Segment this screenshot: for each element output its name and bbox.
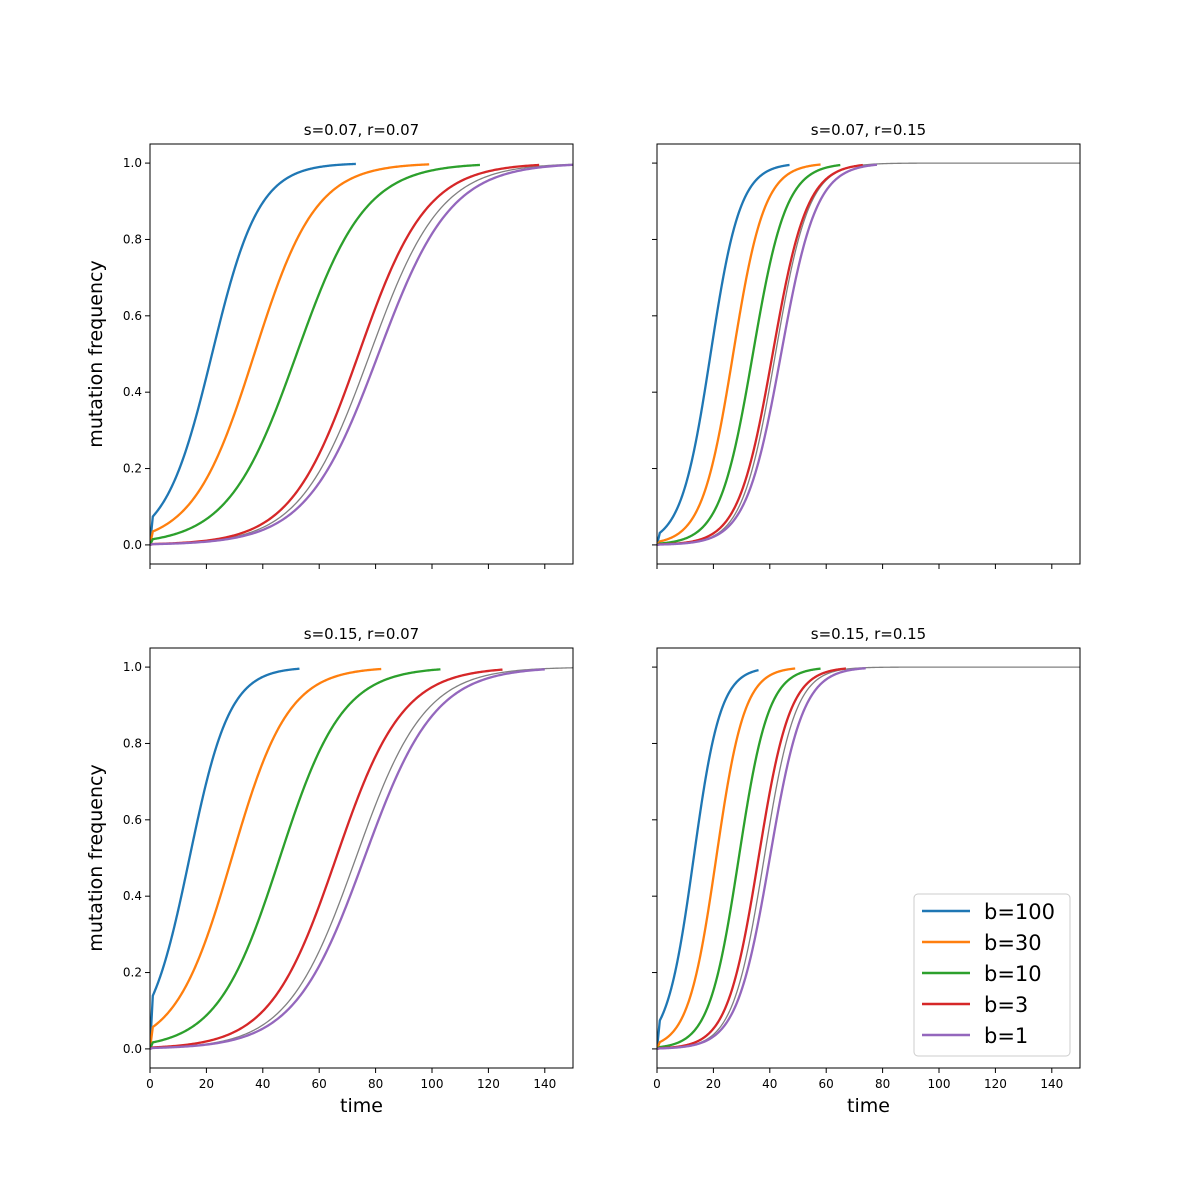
x-tick-label: 40 <box>762 1077 777 1091</box>
series-line-b-100 <box>657 668 760 1050</box>
y-tick-label: 0.2 <box>123 966 142 980</box>
reference-curve <box>657 162 1080 546</box>
series-line-b-100 <box>150 667 301 1049</box>
series-line-b-30 <box>657 667 796 1050</box>
series-line-b-30 <box>150 667 382 1050</box>
y-tick-label: 0.8 <box>123 232 142 246</box>
x-axis-label: time <box>340 1095 383 1117</box>
series-line-b-1 <box>657 163 878 547</box>
y-tick-label: 0.4 <box>123 385 142 399</box>
series-line-b-3 <box>150 163 540 547</box>
plot-area <box>150 162 573 547</box>
y-tick-label: 0.8 <box>123 736 142 750</box>
series-line-b-3 <box>657 667 847 1051</box>
legend-label: b=100 <box>984 900 1055 924</box>
plot-area <box>657 162 1080 547</box>
plot-area <box>657 666 1080 1051</box>
legend: b=100 b=30 b=10 b=3 b=1 <box>913 893 1071 1057</box>
y-tick-label: 0.6 <box>123 813 142 827</box>
reference-curve <box>150 667 573 1050</box>
subplot-3: 0 20 40 60 80 100 120 140 0.0 0.2 0.4 0.6 0.8 1.0 s=0.… <box>85 625 574 1117</box>
y-tick-label: 0.4 <box>123 889 142 903</box>
legend-label: b=10 <box>984 962 1042 986</box>
x-tick-label: 120 <box>984 1077 1007 1091</box>
x-tick-label: 0 <box>146 1077 154 1091</box>
axes-frame <box>149 647 574 1069</box>
reference-curve <box>657 666 1080 1050</box>
subplot-title: s=0.15, r=0.07 <box>304 625 419 643</box>
legend-box <box>913 893 1071 1057</box>
legend-label: b=1 <box>984 1024 1028 1048</box>
x-tick-label: 40 <box>255 1077 270 1091</box>
subplot-title: s=0.07, r=0.07 <box>304 121 419 139</box>
x-tick-label: 20 <box>199 1077 214 1091</box>
axes-frame <box>656 647 1081 1069</box>
series-line-b-1 <box>150 668 545 1050</box>
series-line-b-10 <box>150 163 481 546</box>
x-axis-label: time <box>847 1095 890 1117</box>
subplot-2: s=0.07, r=0.15 <box>652 121 1081 569</box>
plot-area <box>150 667 573 1050</box>
series-line-b-10 <box>657 163 841 546</box>
y-tick-label: 0.0 <box>123 538 142 552</box>
reference-curve <box>150 163 573 546</box>
x-tick-label: 80 <box>875 1077 890 1091</box>
axes-frame <box>149 143 574 565</box>
y-tick-label: 1.0 <box>123 156 142 170</box>
series-line-b-10 <box>657 667 822 1050</box>
y-tick-label: 0.0 <box>123 1042 142 1056</box>
subplot-title: s=0.07, r=0.15 <box>811 121 926 139</box>
legend-label: b=3 <box>984 993 1028 1017</box>
y-tick-label: 0.6 <box>123 309 142 323</box>
x-tick-label: 60 <box>819 1077 834 1091</box>
series-line-b-1 <box>657 667 867 1051</box>
y-axis-label: mutation frequency <box>85 764 107 951</box>
x-tick-label: 120 <box>477 1077 500 1091</box>
series-line-b-1 <box>150 163 573 547</box>
y-tick-label: 0.2 <box>123 462 142 476</box>
subplot-4: 0 20 40 60 80 100 120 140 s=0.15, r=0.15 time <box>652 625 1081 1117</box>
x-tick-label: 140 <box>533 1077 556 1091</box>
axes-frame <box>656 143 1081 565</box>
x-tick-label: 0 <box>653 1077 661 1091</box>
subplot-1: 0.0 0.2 0.4 0.6 0.8 1.0 s=0.07, r=0.07 mutation… <box>85 121 574 569</box>
series-line-b-100 <box>657 163 791 546</box>
x-tick-label: 100 <box>928 1077 951 1091</box>
series-line-b-10 <box>150 668 441 1050</box>
x-tick-label: 80 <box>368 1077 383 1091</box>
series-line-b-100 <box>150 162 357 546</box>
series-line-b-3 <box>150 668 503 1050</box>
x-tick-label: 100 <box>421 1077 444 1091</box>
y-tick-label: 1.0 <box>123 660 142 674</box>
legend-label: b=30 <box>984 931 1042 955</box>
x-tick-label: 20 <box>706 1077 721 1091</box>
x-tick-label: 60 <box>312 1077 327 1091</box>
x-tick-label: 140 <box>1040 1077 1063 1091</box>
y-axis-label: mutation frequency <box>85 260 107 447</box>
series-line-b-30 <box>150 163 430 546</box>
series-line-b-30 <box>657 163 822 546</box>
subplot-title: s=0.15, r=0.15 <box>811 625 926 643</box>
